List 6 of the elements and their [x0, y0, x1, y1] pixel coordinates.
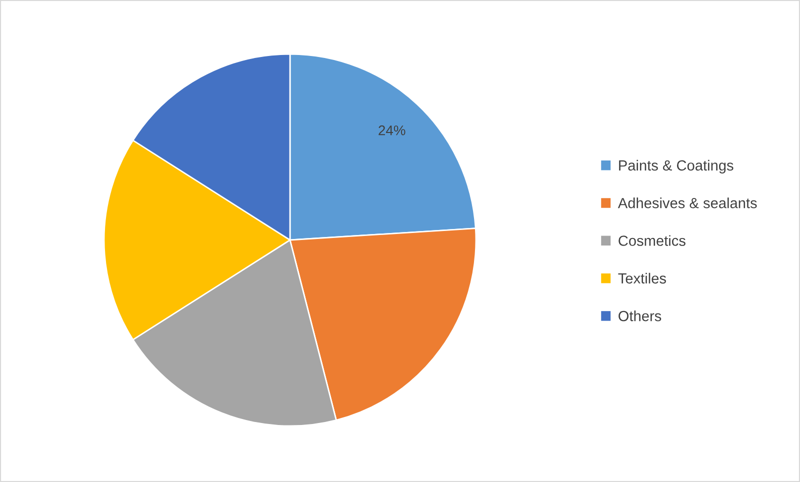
data-label: 24%	[378, 125, 406, 136]
legend-label: Adhesives & sealants	[618, 198, 757, 208]
legend-label: Cosmetics	[618, 235, 686, 246]
legend-label: Textiles	[618, 272, 666, 284]
legend-label: Paints & Coatings	[619, 160, 734, 174]
legend-label: Others	[618, 310, 662, 322]
